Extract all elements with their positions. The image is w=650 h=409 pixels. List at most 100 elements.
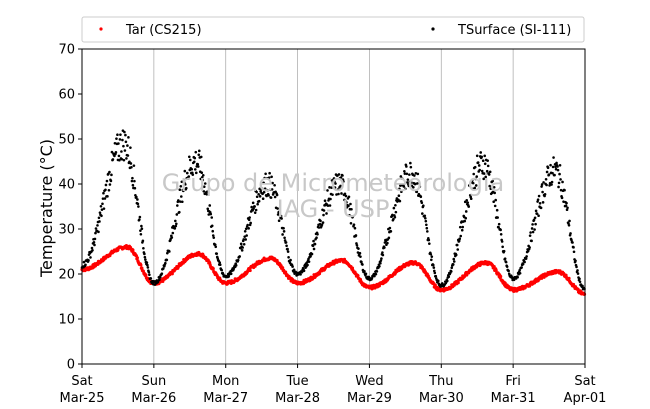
data-point (551, 171, 554, 175)
data-point (409, 165, 413, 169)
data-point (581, 284, 584, 288)
data-point (548, 184, 551, 187)
data-point (311, 244, 315, 248)
data-point (523, 260, 526, 264)
data-point (392, 206, 396, 210)
data-point (113, 154, 116, 158)
data-point (325, 212, 328, 215)
data-point (576, 272, 580, 275)
y-tick-label: 70 (58, 43, 75, 58)
x-tick-label-day: Sat (574, 374, 595, 389)
data-point (474, 184, 478, 187)
data-point (468, 183, 472, 187)
data-point (399, 175, 403, 178)
data-point (135, 256, 139, 260)
data-point (227, 275, 231, 278)
data-point (391, 213, 394, 217)
data-point (403, 169, 406, 173)
data-point (538, 201, 542, 205)
data-point (561, 180, 564, 184)
data-point (90, 246, 94, 250)
data-point (262, 181, 265, 185)
data-point (487, 173, 491, 176)
data-point (429, 252, 433, 256)
data-point (91, 249, 94, 252)
y-axis-label: Temperature (°C) (37, 139, 56, 278)
data-point (214, 245, 218, 249)
data-point (348, 214, 351, 217)
data-point (466, 201, 470, 204)
data-point (133, 186, 137, 190)
data-point (263, 176, 266, 180)
data-point (215, 252, 219, 255)
data-point (464, 216, 468, 220)
data-point (406, 181, 409, 184)
data-point (358, 251, 362, 255)
data-point (263, 187, 267, 190)
data-point (458, 225, 462, 229)
data-point (165, 258, 169, 262)
data-point (347, 204, 350, 208)
data-point (408, 173, 411, 176)
grid-lines (153, 49, 514, 364)
data-point (355, 243, 359, 247)
data-point (176, 204, 179, 207)
data-point (502, 249, 506, 253)
data-point (197, 153, 201, 157)
data-point (245, 234, 248, 237)
data-point (547, 173, 551, 176)
data-point (140, 227, 144, 231)
data-point (374, 272, 378, 276)
data-point (403, 172, 407, 175)
data-point (312, 239, 315, 243)
data-point (377, 284, 382, 288)
data-point (132, 164, 136, 167)
data-point (137, 205, 140, 208)
data-point (109, 179, 113, 183)
data-point (115, 137, 118, 140)
data-point (549, 163, 552, 167)
data-point (381, 253, 385, 257)
data-point (332, 177, 336, 180)
data-point (475, 175, 479, 178)
data-point (459, 234, 463, 238)
data-point (177, 199, 180, 202)
data-point (202, 185, 206, 188)
data-point (478, 168, 482, 172)
data-point (199, 155, 203, 159)
data-point (456, 281, 460, 285)
data-point (202, 189, 206, 193)
y-tick-label: 50 (58, 133, 75, 148)
data-point (379, 261, 382, 265)
data-point (556, 168, 560, 172)
data-point (425, 223, 428, 227)
data-point (211, 267, 215, 271)
data-point (492, 185, 496, 189)
data-point (388, 226, 392, 230)
data-point (428, 242, 431, 245)
data-point (564, 204, 568, 208)
data-point (434, 274, 438, 278)
data-point (364, 272, 368, 276)
data-point (432, 263, 435, 267)
data-point (334, 182, 337, 185)
x-tick-label-date: Mar-28 (275, 391, 320, 406)
data-point (94, 231, 97, 235)
data-point (121, 138, 124, 142)
data-point (473, 186, 477, 190)
data-point (323, 199, 327, 202)
y-tick-label: 40 (58, 178, 75, 193)
data-point (525, 255, 528, 258)
data-point (401, 177, 404, 181)
y-tick-label: 10 (58, 313, 75, 328)
data-point (420, 201, 424, 205)
data-point (578, 280, 582, 284)
data-point (559, 178, 562, 181)
data-point (483, 162, 487, 166)
data-point (345, 201, 348, 204)
data-point (501, 245, 504, 249)
data-point (106, 195, 109, 198)
data-point (146, 263, 149, 267)
data-point (96, 224, 99, 227)
data-point (105, 179, 109, 183)
